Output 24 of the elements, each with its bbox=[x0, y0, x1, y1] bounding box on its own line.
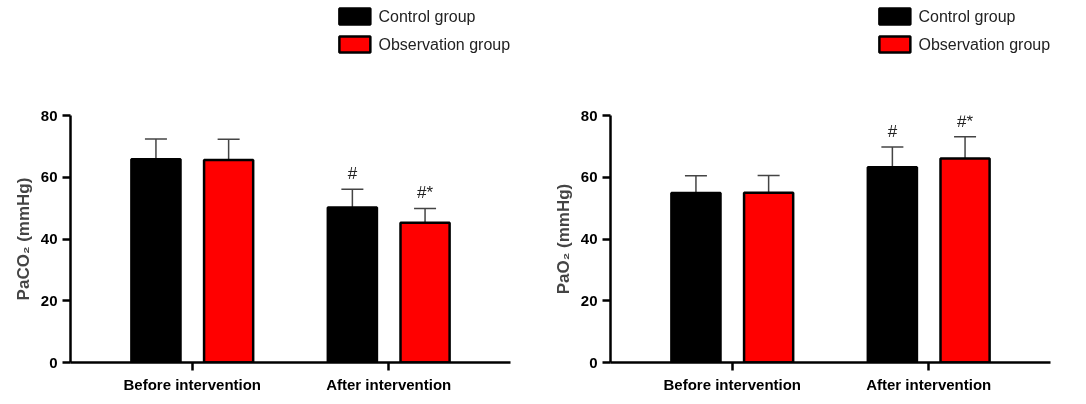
legend-label: Observation group bbox=[918, 36, 1051, 53]
y-tick-label: 60 bbox=[40, 168, 58, 186]
y-axis-title: PaO₂ (mmHg) bbox=[553, 183, 573, 295]
legend-label: Control group bbox=[918, 8, 1016, 25]
annotation: #* bbox=[957, 111, 974, 131]
x-tick-label: Before intervention bbox=[123, 375, 262, 393]
legend-label: Control group bbox=[378, 8, 476, 25]
annotation: # bbox=[887, 121, 898, 141]
y-tick-label: 80 bbox=[40, 106, 58, 124]
y-tick-label: 0 bbox=[49, 353, 58, 371]
y-tick-label: 0 bbox=[589, 353, 598, 371]
x-tick-label: After intervention bbox=[326, 375, 452, 393]
x-tick-label: Before intervention bbox=[663, 375, 802, 393]
y-tick-label: 60 bbox=[580, 168, 598, 186]
y-axis-title: PaCO₂ (mmHg) bbox=[13, 177, 33, 301]
x-tick-label: After intervention bbox=[866, 375, 992, 393]
y-tick-label: 80 bbox=[580, 106, 598, 124]
y-tick-label: 40 bbox=[580, 230, 598, 247]
y-tick-label: 20 bbox=[580, 291, 598, 309]
annotation: #* bbox=[417, 183, 434, 203]
y-tick-label: 40 bbox=[40, 230, 58, 247]
y-tick-label: 20 bbox=[40, 291, 58, 309]
legend-label: Observation group bbox=[378, 36, 511, 53]
annotation: # bbox=[347, 164, 358, 184]
